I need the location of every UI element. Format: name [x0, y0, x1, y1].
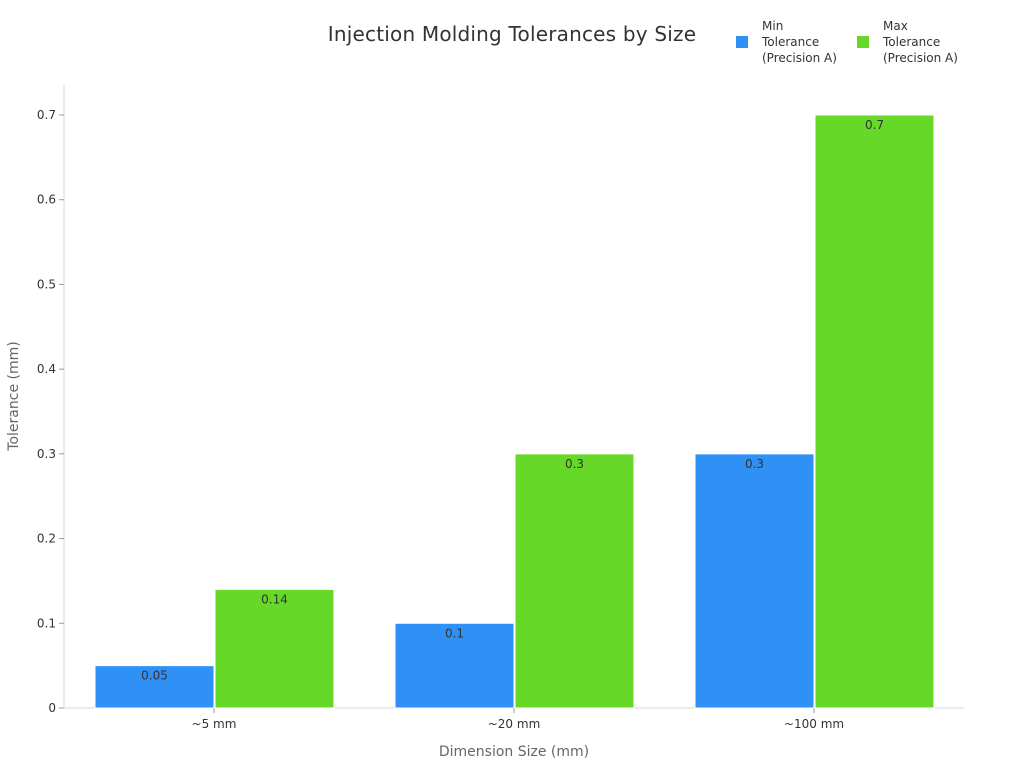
legend-item-max[interactable]: Max Tolerance (Precision A)	[857, 18, 978, 66]
legend-label-max: Max Tolerance (Precision A)	[883, 19, 958, 65]
chart-title-text: Injection Molding Tolerances by Size	[327, 22, 697, 46]
x-ticks: ~5 mm ~20 mm ~100 mm	[192, 708, 844, 731]
legend-swatch-min	[736, 36, 748, 48]
y-tick-label: 0.3	[37, 447, 56, 461]
y-tick-label: 0.5	[37, 277, 56, 291]
legend-label-min: Min Tolerance (Precision A)	[762, 19, 837, 65]
x-tick-label: ~5 mm	[192, 717, 237, 731]
bar-value-label: 0.3	[745, 457, 764, 471]
bar-min-2[interactable]	[694, 453, 815, 709]
y-tick-label: 0.1	[37, 616, 56, 630]
legend-item-min[interactable]: Min Tolerance (Precision A)	[736, 18, 857, 66]
x-tick-label: ~100 mm	[784, 717, 844, 731]
y-tick-label: 0.6	[37, 193, 56, 207]
y-tick-label: 0.2	[37, 532, 56, 546]
y-tick-label: 0.7	[37, 108, 56, 122]
bar-max-1[interactable]	[514, 453, 635, 709]
y-tick-label: 0	[48, 701, 56, 715]
bar-value-label: 0.3	[565, 457, 584, 471]
bars	[94, 114, 935, 709]
bar-value-label: 0.1	[445, 626, 464, 640]
bar-min-1[interactable]	[394, 622, 515, 709]
y-axis-label: Tolerance (mm)	[6, 341, 22, 451]
bar-max-2[interactable]	[814, 114, 935, 709]
bar-min-0[interactable]	[94, 665, 215, 709]
x-axis-label: Dimension Size (mm)	[439, 744, 589, 760]
bar-value-label: 0.7	[865, 118, 884, 132]
y-ticks: 0 0.1 0.2 0.3 0.4 0.5 0.6 0.7	[37, 108, 64, 715]
bar-value-label: 0.14	[261, 592, 288, 606]
x-tick-label: ~20 mm	[488, 717, 541, 731]
bar-value-label: 0.05	[141, 669, 168, 683]
bar-labels: 0.05 0.14 0.1 0.3 0.3 0.7	[141, 118, 884, 683]
bar-max-0[interactable]	[214, 588, 335, 709]
chart-title: Injection Molding Tolerances by Size	[0, 22, 1024, 46]
y-tick-label: 0.4	[37, 362, 56, 376]
legend-swatch-max	[857, 36, 869, 48]
legend: Min Tolerance (Precision A) Max Toleranc…	[736, 18, 978, 66]
